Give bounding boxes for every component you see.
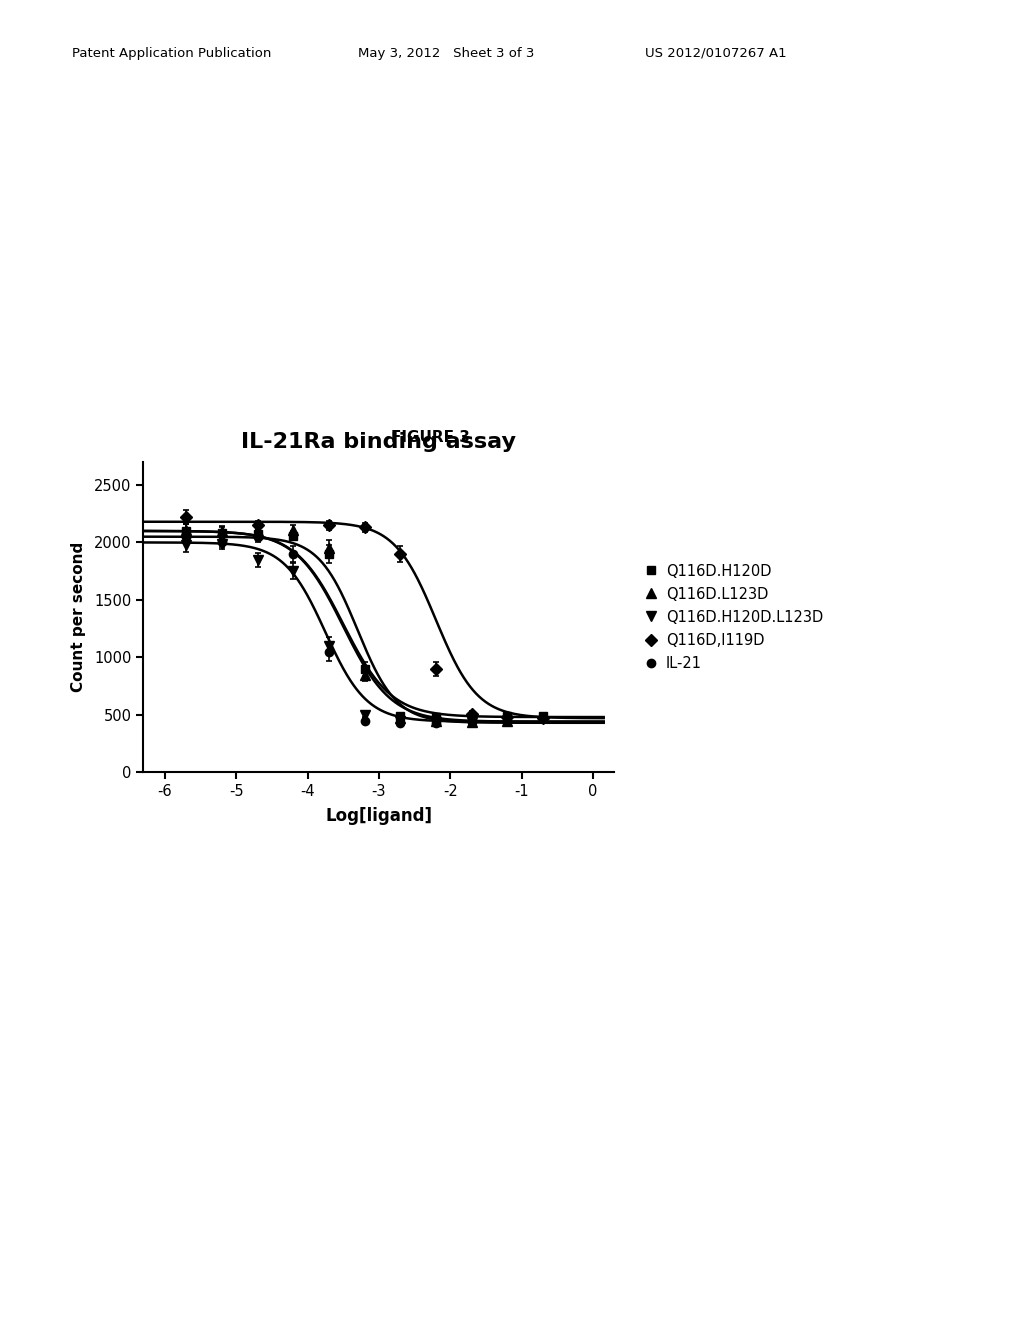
X-axis label: Log[ligand]: Log[ligand]: [326, 808, 432, 825]
Text: May 3, 2012   Sheet 3 of 3: May 3, 2012 Sheet 3 of 3: [358, 46, 535, 59]
Title: IL-21Ra binding assay: IL-21Ra binding assay: [242, 432, 516, 453]
Text: FIGURE 3: FIGURE 3: [390, 430, 470, 445]
Text: US 2012/0107267 A1: US 2012/0107267 A1: [645, 46, 786, 59]
Y-axis label: Count per second: Count per second: [71, 543, 86, 692]
Text: Patent Application Publication: Patent Application Publication: [72, 46, 271, 59]
Legend: Q116D.H120D, Q116D.L123D, Q116D.H120D.L123D, Q116D,I119D, IL-21: Q116D.H120D, Q116D.L123D, Q116D.H120D.L1…: [645, 564, 823, 671]
